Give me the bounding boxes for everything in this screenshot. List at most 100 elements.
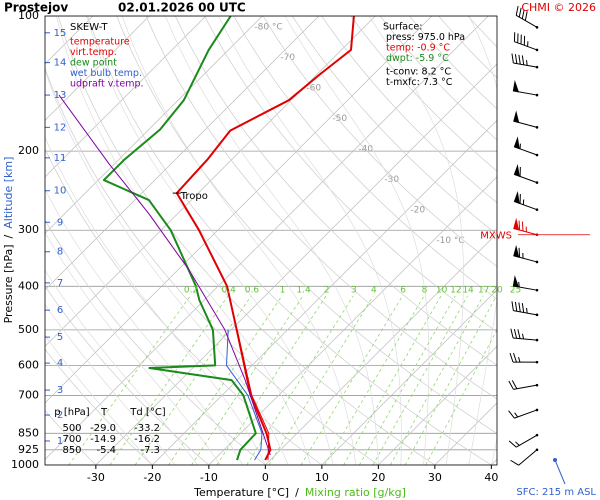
barb-full bbox=[513, 352, 517, 363]
barb-flag bbox=[512, 80, 520, 93]
barb-half bbox=[526, 60, 528, 66]
wind-barb bbox=[513, 217, 539, 237]
x-label-sep: / bbox=[295, 486, 299, 499]
wind-barb bbox=[508, 433, 539, 448]
barb-base bbox=[535, 181, 539, 184]
barb-staff bbox=[515, 434, 538, 448]
altitude-label: 3 bbox=[57, 385, 63, 396]
dry-adiabat bbox=[116, 16, 497, 434]
y-label-2: Altitude [km] bbox=[2, 157, 15, 229]
barb-base bbox=[535, 260, 539, 264]
barb-half bbox=[526, 307, 528, 314]
mixing-ratio-label: 25 bbox=[510, 285, 521, 295]
dry-adiabat bbox=[45, 348, 153, 465]
dry-adiabat bbox=[409, 16, 497, 110]
y-tick-label: 200 bbox=[18, 144, 39, 157]
mixing-ratio-label: 14 bbox=[462, 285, 474, 295]
x-tick-label: 0 bbox=[262, 471, 269, 484]
barb-full bbox=[521, 55, 525, 65]
table-header: Td [°C] bbox=[129, 407, 166, 418]
isotherm bbox=[321, 289, 497, 465]
isotherm bbox=[152, 119, 497, 465]
table-cell: -16.2 bbox=[134, 434, 160, 445]
barb-full bbox=[521, 303, 525, 313]
isotherm bbox=[45, 16, 433, 404]
mixing-ratio-line bbox=[324, 295, 425, 465]
barb-full bbox=[513, 328, 518, 339]
surface-info: t-mxfc: 7.3 °C bbox=[386, 77, 453, 88]
mixing-ratio-label: 17 bbox=[478, 285, 489, 295]
barb-flag bbox=[513, 136, 520, 150]
y-label: Pressure [hPa] bbox=[2, 244, 15, 323]
altitude-label: 15 bbox=[54, 28, 67, 39]
barb-flag bbox=[513, 110, 520, 124]
wind-barb bbox=[512, 275, 539, 292]
barb-flag bbox=[513, 217, 520, 231]
moist-adiabat bbox=[284, 16, 430, 465]
isotherm bbox=[45, 16, 489, 460]
barb-base bbox=[535, 313, 539, 317]
barb-full bbox=[514, 301, 518, 312]
y-axis-label: Pressure [hPa] / Altitude [km] bbox=[2, 157, 15, 324]
mixing-ratio-label: 12 bbox=[450, 285, 461, 295]
table-cell: -33.2 bbox=[134, 423, 160, 434]
barb-base bbox=[535, 26, 539, 29]
barb-flag bbox=[513, 191, 520, 204]
altitude-label: 10 bbox=[54, 186, 67, 197]
isotherm bbox=[95, 63, 497, 465]
profile-line bbox=[226, 329, 263, 461]
surface-info: Surface: bbox=[383, 22, 422, 33]
dry-adiabat bbox=[350, 16, 497, 172]
dry-adiabat bbox=[45, 285, 210, 465]
dry-adiabat bbox=[292, 16, 497, 235]
x-tick-label: 10 bbox=[315, 471, 329, 484]
barb-full bbox=[508, 410, 515, 419]
isotherm bbox=[45, 16, 320, 291]
wind-barb bbox=[511, 53, 539, 69]
altitude-label: 12 bbox=[54, 122, 67, 133]
table-cell: -7.3 bbox=[140, 445, 160, 456]
table-cell: -29.0 bbox=[90, 423, 116, 434]
barb-base bbox=[535, 153, 539, 157]
surface-label: SFC: 215 m ASL bbox=[516, 487, 596, 498]
mixing-ratio-line bbox=[404, 295, 497, 465]
mixing-ratio-label: 0.4 bbox=[222, 285, 237, 295]
moist-adiabat bbox=[45, 303, 176, 465]
wind-barb bbox=[510, 448, 539, 466]
barb-base bbox=[535, 408, 539, 412]
dry-adiabat bbox=[204, 16, 497, 333]
altitude-label: 2 bbox=[57, 410, 63, 421]
moist-adiabat bbox=[45, 269, 198, 465]
mixing-ratio-label: 0.2 bbox=[184, 285, 198, 295]
barb-base bbox=[535, 338, 539, 342]
moist-adiabat bbox=[45, 188, 244, 465]
moist-adiabat bbox=[368, 16, 464, 465]
mixing-ratio-line bbox=[68, 295, 191, 465]
dry-adiabat bbox=[145, 16, 497, 400]
credit: CHMI © 2026 bbox=[521, 1, 596, 14]
profile-line bbox=[236, 329, 270, 461]
table-header: p [hPa] bbox=[54, 407, 89, 418]
barb-half bbox=[518, 281, 520, 288]
altitude-label: 7 bbox=[57, 278, 63, 289]
dry-adiabat bbox=[233, 16, 497, 300]
y-tick-label: 400 bbox=[18, 279, 39, 292]
x-tick-label: 40 bbox=[484, 471, 498, 484]
altitude-label: 6 bbox=[57, 305, 63, 316]
y-label-sep: / bbox=[2, 234, 15, 238]
dry-adiabat bbox=[379, 16, 497, 141]
wind-barb bbox=[513, 110, 539, 129]
table-cell: -14.9 bbox=[90, 434, 116, 445]
x-tick-label: -20 bbox=[143, 471, 161, 484]
barb-base bbox=[535, 93, 539, 97]
barb-full bbox=[511, 53, 514, 64]
wind-barb bbox=[508, 408, 539, 419]
barb-base bbox=[535, 360, 539, 364]
wind-barb bbox=[513, 191, 539, 211]
mixing-ratio-label: 2 bbox=[324, 285, 330, 295]
barb-full bbox=[508, 380, 514, 390]
station: Prostejov bbox=[4, 1, 68, 15]
y-tick-label: 300 bbox=[18, 223, 39, 236]
barb-base bbox=[535, 383, 539, 387]
mixing-ratio-line bbox=[389, 295, 484, 465]
